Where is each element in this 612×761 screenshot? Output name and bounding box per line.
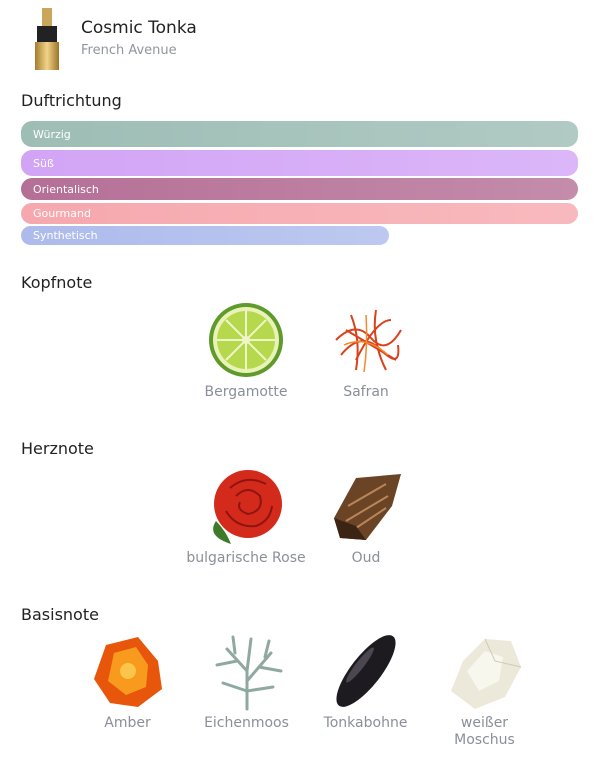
accord-label: Süß (33, 156, 54, 170)
note: bulgarische Rose (186, 466, 306, 567)
note-label: Oud (351, 550, 381, 566)
note-row: Amber Eichenmoos Tonkabohne weißer Mosch… (0, 631, 612, 749)
note-label: Bergamotte (204, 384, 288, 400)
note: Oud (306, 466, 426, 567)
note-icon (450, 638, 521, 709)
accord-label: Orientalisch (33, 182, 99, 196)
accord-bar: Orientalisch (21, 178, 578, 200)
note-label: Eichenmoos (204, 715, 289, 731)
note-icon (209, 303, 283, 377)
section-title: Duftrichtung (21, 91, 122, 110)
accord-bar: Gourmand (21, 203, 578, 224)
note-icon (215, 635, 282, 711)
note-label: Tonkabohne (323, 715, 408, 731)
brand: French Avenue (81, 43, 177, 58)
note-icon (334, 474, 401, 540)
note-label: Amber (104, 715, 151, 731)
note: Eichenmoos (187, 631, 306, 749)
note-icon (335, 309, 402, 373)
note: Safran (306, 300, 426, 401)
note-label: Safran (343, 384, 389, 400)
section-title: Kopfnote (21, 273, 93, 292)
note: Amber (68, 631, 187, 749)
note-row: bulgarische Rose Oud (0, 466, 612, 567)
note: weißer Moschus (425, 631, 544, 749)
note-icon (335, 635, 396, 707)
accord-label: Gourmand (33, 207, 91, 220)
note-icon (93, 637, 162, 707)
note-label: bulgarische Rose (186, 550, 306, 566)
note-icon (213, 470, 282, 544)
note: Bergamotte (186, 300, 306, 401)
note-row: Bergamotte Safran (0, 300, 612, 401)
perfume-title: Cosmic Tonka (81, 18, 197, 38)
bottle-image (35, 8, 59, 70)
accord-bar: Würzig (21, 121, 578, 147)
note: Tonkabohne (306, 631, 425, 749)
accord-label: Synthetisch (33, 229, 98, 242)
note-label: weißer Moschus (454, 715, 515, 748)
section-title: Basisnote (21, 605, 99, 624)
accord-label: Würzig (33, 127, 71, 141)
accord-bar: Süß (21, 150, 578, 176)
section-title: Herznote (21, 439, 94, 458)
accord-bar: Synthetisch (21, 226, 389, 245)
